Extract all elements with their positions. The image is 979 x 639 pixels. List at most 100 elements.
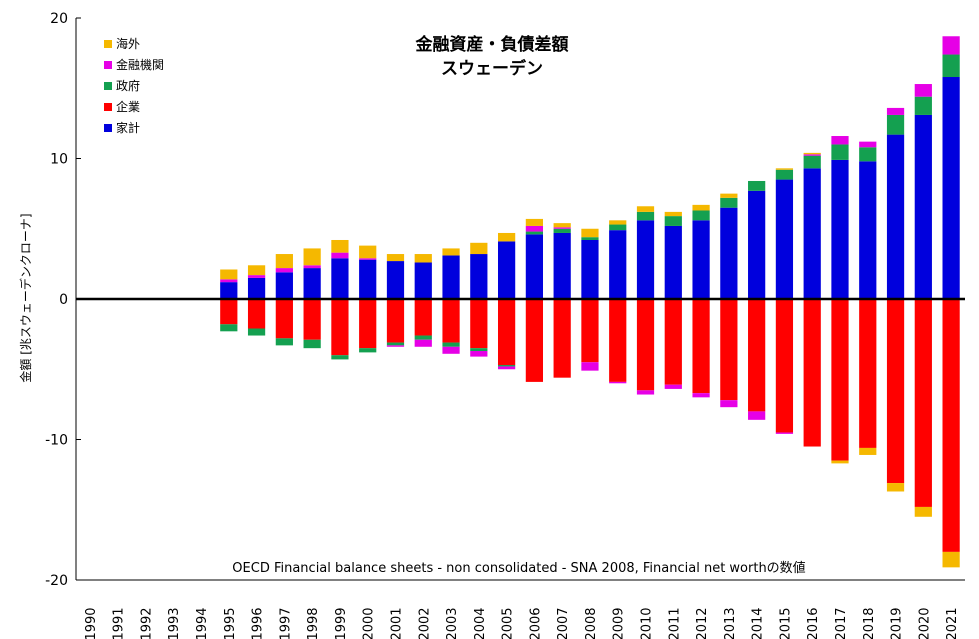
bar-segment [692, 204, 710, 211]
bar-segment [748, 180, 766, 191]
x-tick-label: 2006 [528, 607, 543, 639]
bar-segment [220, 324, 238, 332]
bar-segment [442, 299, 460, 343]
bar-segment [942, 299, 960, 552]
legend-label: 政府 [116, 78, 140, 93]
bar-segment [914, 114, 932, 299]
bar-segment [553, 299, 571, 378]
bar-segment [581, 362, 599, 371]
x-tick-label: 2017 [834, 607, 849, 639]
chart-subtitle: スウェーデン [441, 58, 543, 79]
chart-title: 金融資産・負債差額 [415, 34, 569, 55]
bar-segment [803, 155, 821, 169]
bar-segment [859, 161, 877, 299]
plot-area [220, 36, 960, 568]
x-tick-label: 2001 [389, 607, 404, 639]
bar-segment [331, 252, 349, 259]
bar-segment [414, 335, 432, 340]
legend-label: 企業 [116, 99, 140, 114]
bar-segment [386, 299, 405, 343]
bar-segment [775, 299, 794, 433]
bar-segment [497, 365, 516, 367]
x-tick-label: 2004 [473, 607, 488, 639]
bar-segment [303, 339, 321, 349]
bar-segment [553, 232, 571, 299]
bar-segment [692, 299, 710, 394]
y-tick-label: -10 [45, 433, 68, 449]
bar-segment [331, 258, 349, 299]
bar-segment [720, 197, 738, 208]
bar-segment [414, 262, 432, 299]
bar-segment [525, 218, 544, 226]
bar-segment [859, 141, 877, 148]
bar-segment [609, 224, 627, 231]
bar-segment [664, 211, 682, 217]
bar-segment [470, 299, 488, 349]
x-tick-label: 2019 [890, 607, 905, 639]
source-note: OECD Financial balance sheets - non cons… [232, 560, 805, 576]
bar-segment [220, 269, 238, 280]
bar-segment [470, 242, 488, 255]
x-tick-label: 2009 [612, 607, 627, 639]
bar-segment [803, 154, 821, 156]
bar-segment [497, 232, 516, 242]
bar-segment [775, 179, 794, 299]
bar-segment [886, 134, 905, 299]
bar-segment [636, 206, 655, 212]
bar-segment [331, 239, 349, 253]
bar-segment [886, 114, 905, 135]
bar-segment [914, 84, 932, 97]
bar-segment [942, 551, 960, 568]
x-tick-label: 2005 [501, 607, 516, 639]
bar-segment [859, 299, 877, 448]
bar-segment [803, 152, 821, 155]
bar-segment [220, 299, 238, 325]
bar-segment [553, 228, 571, 233]
x-tick-label: 1995 [223, 607, 238, 639]
y-tick-label: 20 [50, 11, 68, 27]
bar-segment [220, 282, 238, 299]
x-tick-label: 2008 [584, 607, 599, 639]
bar-segment [581, 228, 599, 238]
bar-segment [442, 342, 460, 347]
bar-segment [275, 272, 293, 299]
bar-segment [859, 147, 877, 162]
bar-segment [581, 237, 599, 240]
bar-segment [831, 460, 849, 464]
legend-swatch [104, 82, 112, 90]
y-axis-label: 金額 [兆スウェーデンクローナ] [18, 213, 33, 382]
bar-segment [692, 220, 710, 299]
bar-segment [803, 168, 821, 299]
x-tick-label: 1999 [334, 607, 349, 639]
bar-segment [525, 225, 544, 232]
bar-segment [359, 299, 377, 349]
bar-segment [386, 261, 405, 299]
bar-segment [553, 227, 571, 229]
bar-segment [247, 275, 266, 278]
x-tick-label: 2020 [917, 607, 932, 639]
x-tick-label: 2015 [778, 607, 793, 639]
bar-segment [303, 299, 321, 340]
axes: -20 -10 0 10 20 1990 1991 1992 1993 1994 1995 1996 1… [45, 11, 965, 639]
x-tick-label: 2002 [417, 607, 432, 639]
bar-segment [775, 168, 794, 170]
bar-segment [692, 393, 710, 398]
x-tick-label: 2000 [362, 607, 377, 639]
legend-swatch [104, 61, 112, 69]
bar-segment [247, 265, 266, 276]
bar-segment [664, 384, 682, 389]
bar-segment [692, 210, 710, 221]
bar-segment [775, 169, 794, 180]
x-tick-label: 1994 [195, 607, 210, 639]
x-tick-label: 1990 [84, 607, 99, 639]
bar-segment [525, 231, 544, 235]
bar-segment [359, 258, 377, 260]
bar-segment [303, 268, 321, 299]
bar-segment [636, 220, 655, 299]
bar-segment [525, 234, 544, 299]
bar-segment [581, 299, 599, 363]
bar-segment [359, 348, 377, 353]
legend-swatch [104, 124, 112, 132]
bar-segment [942, 77, 960, 299]
